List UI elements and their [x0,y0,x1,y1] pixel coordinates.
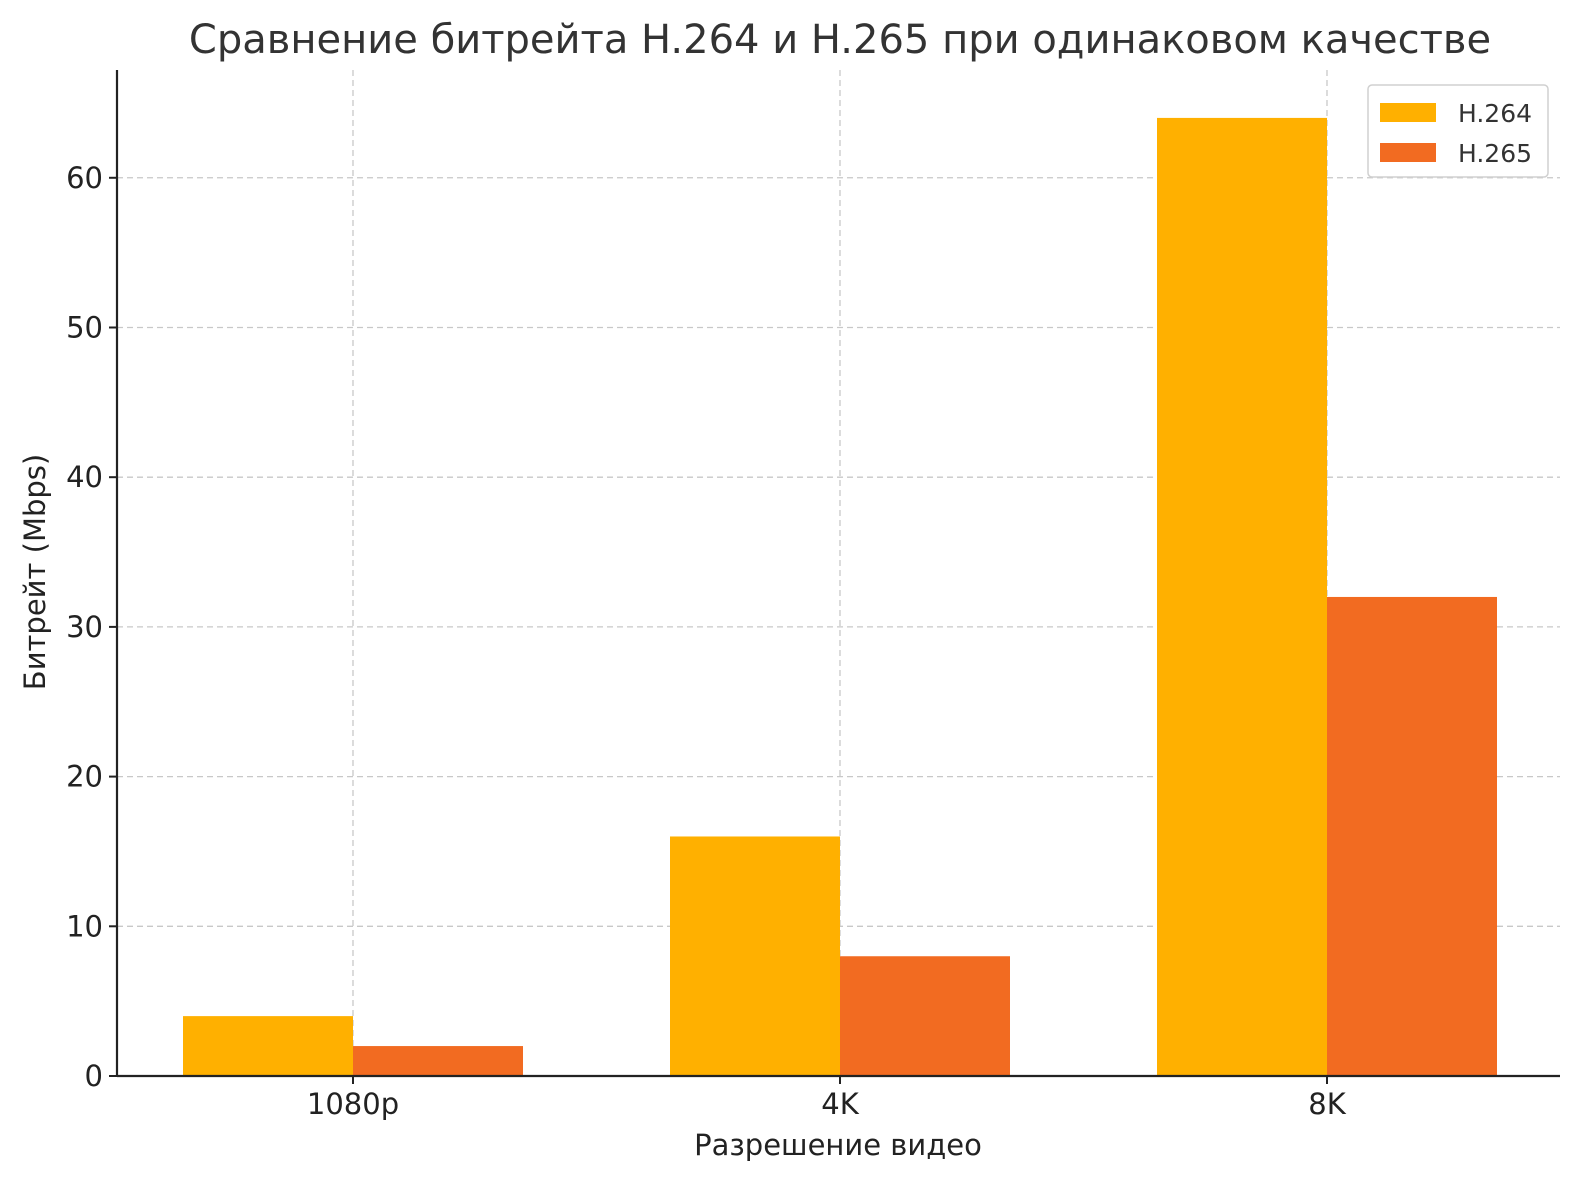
y-tick-label: 50 [66,310,103,344]
y-tick-label: 60 [66,161,103,195]
bar-h-264-1080p [183,1016,353,1076]
x-axis-label: Разрешение видео [694,1128,982,1162]
x-tick-label: 8K [1308,1087,1346,1121]
bars [183,117,1497,1076]
bar-h-264-4k [670,836,840,1076]
x-axis-ticks: 1080p 4K 8K [307,1076,1347,1121]
bar-h-264-8k [1157,117,1327,1076]
bar-h-265-8k [1327,596,1497,1076]
legend-label: H.265 [1458,139,1532,168]
x-tick-label: 1080p [307,1087,399,1121]
chart-title: Сравнение битрейта H.264 и H.265 при оди… [189,17,1491,63]
y-axis-ticks: 0 10 20 30 40 50 60 [66,161,117,1093]
y-axis-label: Битрейт (Mbps) [18,454,52,690]
y-tick-label: 0 [85,1059,103,1093]
grid [117,70,1560,1076]
legend: H.264 H.265 [1367,84,1549,178]
x-tick-label: 4K [821,1087,859,1121]
bar-h-265-1080p [353,1046,523,1076]
y-tick-label: 40 [66,460,103,494]
y-tick-label: 10 [66,909,103,943]
y-tick-label: 30 [66,610,103,644]
bar-h-265-4k [840,956,1010,1076]
axes [115,70,1560,1078]
legend-swatch [1380,143,1436,162]
y-tick-label: 20 [66,760,103,794]
legend-label: H.264 [1458,99,1532,128]
legend-swatch [1380,103,1436,122]
